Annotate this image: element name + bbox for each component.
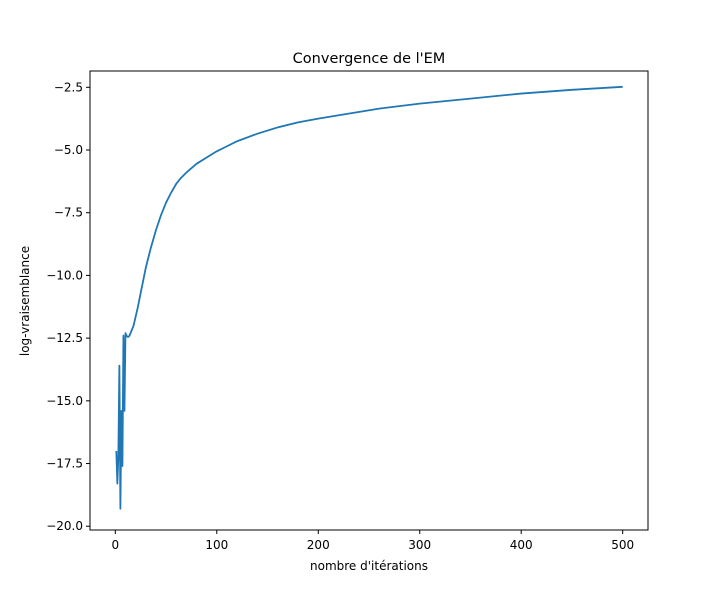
y-axis-label: log-vraisemblance (18, 246, 32, 356)
x-tick-label: 300 (408, 538, 431, 552)
x-axis-label: nombre d'itérations (310, 559, 428, 573)
y-tick-label: −2.5 (54, 80, 83, 94)
y-tick-label: −17.5 (46, 457, 83, 471)
x-tick-label: 500 (611, 538, 634, 552)
y-tick-label: −12.5 (46, 331, 83, 345)
chart-title: Convergence de l'EM (293, 51, 446, 67)
x-tick-label: 100 (205, 538, 228, 552)
y-tick-label: −10.0 (46, 268, 83, 282)
y-tick-label: −7.5 (54, 206, 83, 220)
x-tick-label: 200 (307, 538, 330, 552)
y-tick-label: −15.0 (46, 394, 83, 408)
x-tick-label: 400 (510, 538, 533, 552)
series-line (115, 85, 623, 510)
x-tick-label: 0 (111, 538, 119, 552)
y-tick-label: −5.0 (54, 143, 83, 157)
plot-area (89, 70, 649, 531)
plot-frame (89, 70, 649, 531)
y-axis-ticks: −20.0 −17.5 −15.0 −12.5 −10.0 −7.5 −5.0 −2.5 (46, 80, 90, 533)
y-tick-label: −20.0 (46, 519, 83, 533)
x-axis-ticks: 0 100 200 300 400 500 (111, 530, 634, 552)
